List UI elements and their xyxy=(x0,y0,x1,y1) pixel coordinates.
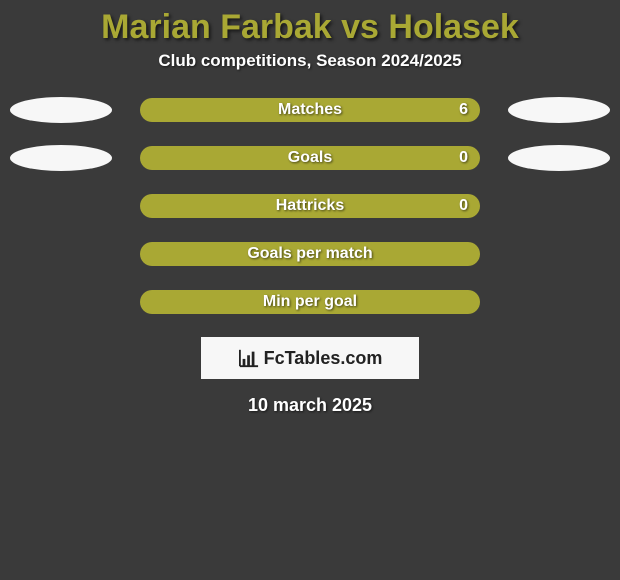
page-title: Marian Farbak vs Holasek xyxy=(0,0,620,51)
stat-bar: Matches 6 xyxy=(140,98,480,122)
stat-row: Hattricks 0 xyxy=(0,193,620,219)
stat-label: Matches xyxy=(278,101,342,119)
site-logo-text: FcTables.com xyxy=(264,348,383,369)
date-text: 10 march 2025 xyxy=(0,395,620,416)
page-subtitle: Club competitions, Season 2024/2025 xyxy=(0,51,620,71)
stat-row: Goals 0 xyxy=(0,145,620,171)
stat-label: Min per goal xyxy=(263,293,357,311)
left-ellipse xyxy=(10,97,112,123)
stat-bar: Goals 0 xyxy=(140,146,480,170)
stat-label: Goals per match xyxy=(247,245,372,263)
stat-value: 0 xyxy=(459,149,468,167)
stat-row: Min per goal xyxy=(0,289,620,315)
stat-label: Hattricks xyxy=(276,197,344,215)
stat-value: 0 xyxy=(459,197,468,215)
stat-bar: Hattricks 0 xyxy=(140,194,480,218)
stat-row: Goals per match xyxy=(0,241,620,267)
comparison-bars: Matches 6 Goals 0 Hattricks 0 Goals per match M… xyxy=(0,97,620,315)
stat-bar: Min per goal xyxy=(140,290,480,314)
stat-bar-fill: Hattricks 0 xyxy=(140,194,480,218)
site-logo: FcTables.com xyxy=(201,337,419,379)
stat-bar: Goals per match xyxy=(140,242,480,266)
stat-row: Matches 6 xyxy=(0,97,620,123)
bar-chart-icon xyxy=(238,348,260,368)
stat-bar-fill: Goals 0 xyxy=(140,146,480,170)
right-ellipse xyxy=(508,145,610,171)
right-ellipse xyxy=(508,97,610,123)
stat-label: Goals xyxy=(288,149,332,167)
stat-bar-fill: Matches 6 xyxy=(140,98,480,122)
left-ellipse xyxy=(10,145,112,171)
stat-value: 6 xyxy=(459,101,468,119)
stat-bar-fill: Goals per match xyxy=(140,242,480,266)
stat-bar-fill: Min per goal xyxy=(140,290,480,314)
